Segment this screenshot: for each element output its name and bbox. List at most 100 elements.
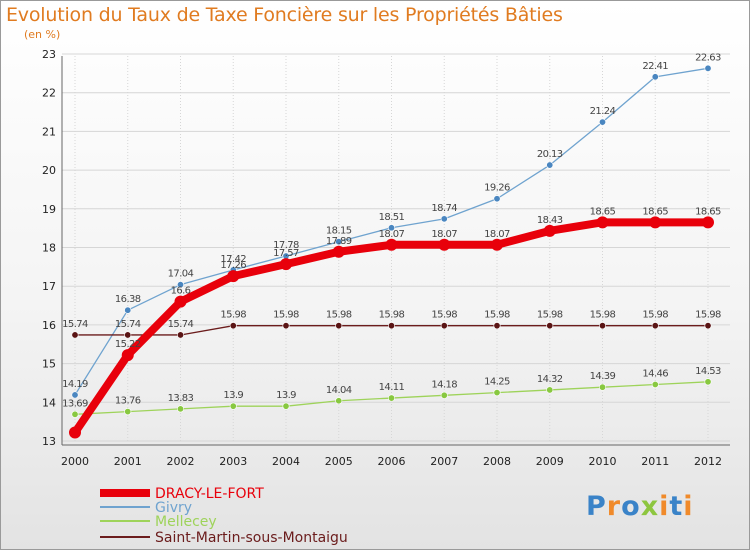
legend-swatch bbox=[100, 489, 150, 497]
data-label: 14.46 bbox=[642, 368, 668, 379]
series-point-1 bbox=[177, 281, 185, 289]
series-point-3 bbox=[387, 322, 395, 330]
data-label: 18.07 bbox=[379, 229, 405, 240]
series-lines bbox=[69, 64, 714, 439]
x-tick-label: 2009 bbox=[536, 455, 564, 468]
series-point-2 bbox=[651, 380, 659, 388]
y-tick-label: 23 bbox=[42, 48, 56, 61]
data-label: 21.24 bbox=[590, 106, 616, 117]
series-point-2 bbox=[546, 386, 554, 394]
data-label: 14.32 bbox=[537, 374, 563, 385]
legend-swatch bbox=[100, 520, 150, 522]
data-label: 17.78 bbox=[273, 240, 299, 251]
series-point-3 bbox=[651, 322, 659, 330]
data-labels: 15.22 16.6 17.26 17.57 17.89 18.07 18.07 18.07 1… bbox=[62, 52, 721, 409]
data-label: 18.51 bbox=[379, 212, 405, 223]
series-point-2 bbox=[177, 405, 185, 413]
data-label: 16.38 bbox=[115, 294, 141, 305]
x-tick-label: 2003 bbox=[219, 455, 247, 468]
data-label: 18.43 bbox=[537, 215, 563, 226]
series-point-0 bbox=[227, 270, 240, 283]
data-label: 20.13 bbox=[537, 149, 563, 160]
data-label: 14.25 bbox=[484, 377, 510, 388]
series-point-2 bbox=[124, 408, 132, 416]
data-label: 15.98 bbox=[590, 310, 616, 321]
logo-letter: P bbox=[586, 491, 607, 522]
data-label: 14.18 bbox=[431, 379, 457, 390]
data-label: 15.98 bbox=[695, 310, 721, 321]
series-point-0 bbox=[649, 216, 662, 229]
data-label: 15.98 bbox=[379, 310, 405, 321]
data-label: 22.41 bbox=[642, 61, 668, 72]
data-label: 18.74 bbox=[431, 203, 457, 214]
proxiti-logo: Proxiti bbox=[586, 491, 694, 522]
series-point-1 bbox=[440, 215, 448, 223]
legend-swatch bbox=[100, 536, 150, 538]
data-label: 18.65 bbox=[642, 206, 668, 217]
series-point-3 bbox=[598, 322, 606, 330]
chart-title: Evolution du Taux de Taxe Foncière sur l… bbox=[6, 4, 563, 26]
y-tick-label: 13 bbox=[42, 435, 56, 448]
data-label: 13.76 bbox=[115, 396, 141, 407]
data-label: 22.63 bbox=[695, 52, 721, 63]
data-label: 13.83 bbox=[168, 393, 194, 404]
series-point-3 bbox=[177, 331, 185, 339]
logo-letter: o bbox=[621, 491, 641, 522]
y-tick-label: 18 bbox=[42, 242, 56, 255]
axes: 13 14 15 16 17 18 19 20 21 22 23 2000 2001 2002 2003 20… bbox=[42, 48, 730, 468]
series-point-3 bbox=[493, 322, 501, 330]
data-label: 15.98 bbox=[642, 310, 668, 321]
data-label: 15.98 bbox=[220, 310, 246, 321]
legend-label: Mellecey bbox=[155, 514, 217, 530]
series-point-1 bbox=[71, 391, 79, 399]
data-label: 18.15 bbox=[326, 226, 352, 237]
series-point-0 bbox=[385, 238, 398, 251]
data-label: 18.65 bbox=[590, 206, 616, 217]
series-point-3 bbox=[335, 322, 343, 330]
data-label: 15.98 bbox=[537, 310, 563, 321]
series-point-2 bbox=[598, 383, 606, 391]
y-tick-label: 19 bbox=[42, 203, 56, 216]
series-point-0 bbox=[438, 238, 451, 251]
x-tick-label: 2012 bbox=[694, 455, 722, 468]
data-label: 15.74 bbox=[168, 319, 194, 330]
series-point-0 bbox=[491, 238, 503, 251]
y-tick-label: 21 bbox=[42, 125, 56, 138]
data-label: 14.04 bbox=[326, 385, 352, 396]
data-label: 17.89 bbox=[326, 236, 352, 247]
x-tick-label: 2002 bbox=[167, 455, 195, 468]
data-label: 15.98 bbox=[273, 310, 299, 321]
data-label: 17.04 bbox=[168, 269, 194, 280]
y-tick-label: 17 bbox=[42, 280, 56, 293]
data-label: 14.11 bbox=[379, 382, 405, 393]
series-point-1 bbox=[387, 224, 395, 232]
data-label: 18.07 bbox=[484, 229, 510, 240]
series-point-0 bbox=[543, 224, 556, 237]
series-point-2 bbox=[440, 391, 448, 399]
series-point-3 bbox=[71, 331, 79, 339]
series-point-0 bbox=[332, 245, 345, 258]
series-point-0 bbox=[596, 216, 609, 229]
data-label: 18.65 bbox=[695, 206, 721, 217]
data-label: 17.57 bbox=[273, 248, 299, 259]
series-point-2 bbox=[229, 402, 237, 410]
unit-label: (en %) bbox=[24, 28, 61, 41]
legend: DRACY-LE-FORTGivryMelleceySaint-Martin-s… bbox=[100, 486, 348, 546]
legend-label: Saint-Martin-sous-Montaigu bbox=[155, 530, 348, 546]
y-tick-label: 22 bbox=[42, 87, 56, 100]
data-label: 15.98 bbox=[484, 310, 510, 321]
data-label: 14.19 bbox=[62, 379, 88, 390]
series-point-1 bbox=[546, 161, 554, 169]
data-label: 14.39 bbox=[590, 371, 616, 382]
series-point-1 bbox=[124, 306, 132, 314]
x-tick-label: 2000 bbox=[61, 455, 89, 468]
series-point-3 bbox=[229, 322, 237, 330]
x-tick-label: 2001 bbox=[114, 455, 142, 468]
series-point-2 bbox=[71, 410, 79, 418]
series-point-1 bbox=[651, 73, 659, 81]
series-point-3 bbox=[704, 322, 712, 330]
data-label: 17.26 bbox=[220, 260, 246, 271]
x-tick-label: 2004 bbox=[272, 455, 300, 468]
